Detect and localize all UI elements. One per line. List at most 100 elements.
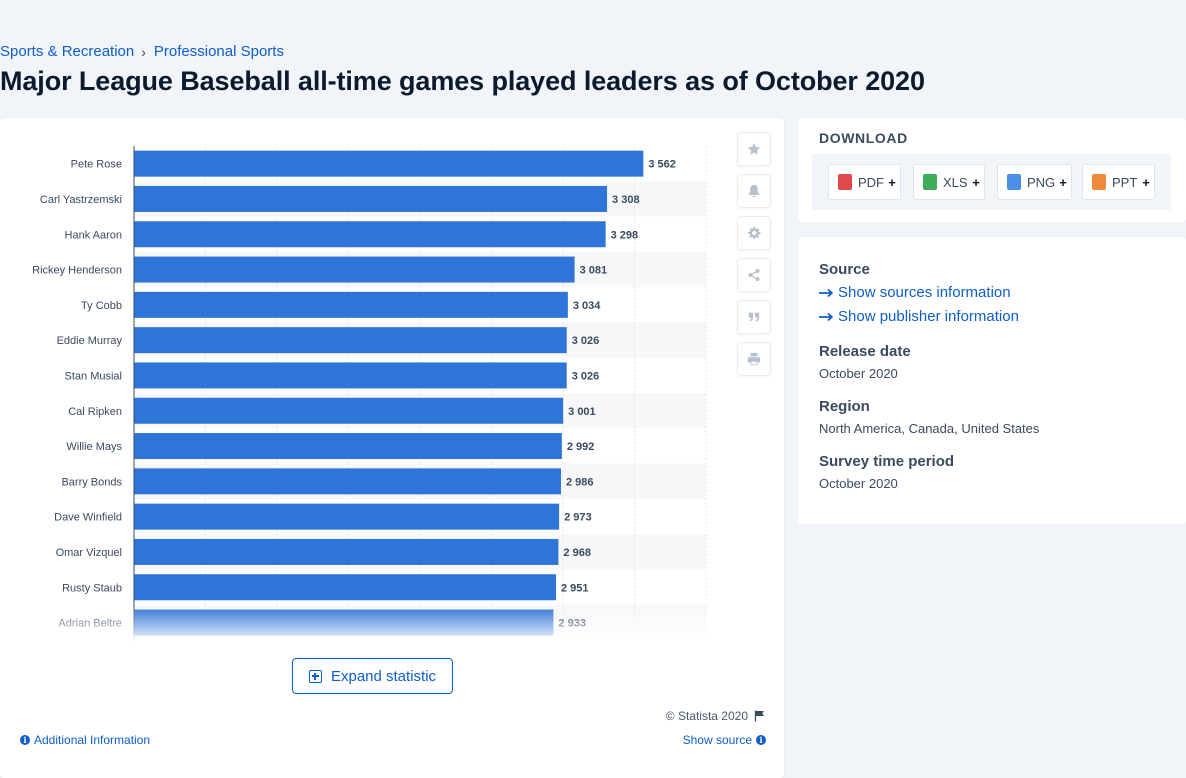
- expand-statistic-label: Expand statistic: [330, 667, 437, 685]
- breadcrumb-separator: ›: [141, 43, 146, 60]
- fade-overlay: [0, 606, 730, 641]
- region-value: North America, Canada, United States: [819, 421, 1040, 436]
- download-buttons: PDF + XLS + PNG + PPT +: [812, 154, 1171, 210]
- bar: [134, 256, 575, 283]
- download-panel: DOWNLOAD PDF + XLS + PNG + PPT +: [798, 118, 1186, 222]
- category-label: Pete Rose: [71, 159, 122, 171]
- quote-icon: [748, 312, 760, 322]
- category-label: Rusty Staub: [62, 582, 122, 594]
- survey-period-value: October 2020: [819, 476, 898, 491]
- favorite-button[interactable]: [737, 132, 771, 166]
- data-label: 2 973: [564, 512, 592, 524]
- show-source-link[interactable]: Show source i: [683, 733, 766, 747]
- arrow-right-icon: [819, 312, 834, 321]
- category-label: Eddie Murray: [57, 335, 123, 347]
- download-pdf-button[interactable]: PDF +: [828, 164, 901, 200]
- print-button[interactable]: [737, 342, 771, 376]
- chart-card: Pete Rose 3 562 Carl Yastrzemski 3 308 Hank …: [0, 118, 784, 778]
- page-title: Major League Baseball all-time games pla…: [0, 66, 925, 96]
- arrow-right-icon: [819, 288, 834, 297]
- bar: [134, 538, 559, 565]
- bar: [134, 397, 564, 424]
- additional-information-link[interactable]: i Additional Information: [20, 733, 150, 747]
- expand-icon: [308, 669, 322, 683]
- category-label: Ty Cobb: [81, 300, 122, 312]
- bar: [134, 327, 567, 354]
- bar: [134, 291, 568, 318]
- bar-chart: Pete Rose 3 562 Carl Yastrzemski 3 308 Hank …: [0, 146, 730, 641]
- show-sources-label: Show sources information: [838, 284, 1011, 301]
- bar: [134, 503, 560, 530]
- release-date-label: Release date: [819, 343, 911, 360]
- category-label: Carl Yastrzemski: [40, 194, 122, 206]
- bell-icon: [748, 184, 760, 198]
- cite-button[interactable]: [737, 300, 771, 334]
- pdf-file-icon: [838, 174, 852, 190]
- flag-icon[interactable]: [754, 710, 766, 722]
- print-icon: [747, 352, 761, 366]
- category-label: Cal Ripken: [68, 406, 122, 418]
- breadcrumb-sports-recreation[interactable]: Sports & Recreation: [0, 43, 135, 60]
- region-label: Region: [819, 398, 870, 415]
- data-label: 3 001: [568, 406, 596, 418]
- statistic-details: Source Show sources information Show pub…: [798, 237, 1186, 524]
- data-label: 3 298: [611, 229, 639, 241]
- chart-actions: [737, 132, 773, 384]
- bar: [134, 150, 644, 177]
- breadcrumb-professional-sports[interactable]: Professional Sports: [153, 43, 284, 60]
- top-bar: [0, 0, 1186, 40]
- ppt-file-icon: [1092, 174, 1106, 190]
- bar: [134, 574, 556, 601]
- data-label: 3 081: [580, 265, 608, 277]
- share-button[interactable]: [737, 258, 771, 292]
- category-label: Stan Musial: [65, 370, 122, 382]
- plus-icon: +: [968, 165, 984, 199]
- category-label: Willie Mays: [66, 441, 122, 453]
- copyright-text: © Statista 2020: [665, 709, 748, 723]
- download-ppt-button[interactable]: PPT +: [1082, 164, 1155, 200]
- source-label: Source: [819, 261, 870, 278]
- category-label: Omar Vizquel: [56, 547, 122, 559]
- plus-icon: +: [1138, 165, 1154, 199]
- download-title: DOWNLOAD: [819, 130, 908, 146]
- show-sources-link[interactable]: Show sources information: [819, 284, 1011, 301]
- download-xls-button[interactable]: XLS +: [913, 164, 985, 200]
- category-label: Dave Winfield: [54, 512, 122, 524]
- data-label: 2 951: [561, 582, 589, 594]
- show-publisher-link[interactable]: Show publisher information: [819, 308, 1019, 325]
- info-icon: i: [756, 735, 766, 745]
- xls-file-icon: [923, 174, 937, 190]
- bar: [134, 433, 562, 460]
- data-label: 3 026: [572, 370, 600, 382]
- survey-period-label: Survey time period: [819, 453, 955, 470]
- show-publisher-label: Show publisher information: [838, 308, 1019, 325]
- data-label: 3 034: [573, 300, 601, 312]
- plus-icon: +: [1055, 165, 1071, 199]
- copyright: © Statista 2020: [666, 709, 766, 723]
- gear-icon: [748, 226, 761, 240]
- data-label: 2 986: [566, 476, 594, 488]
- data-label: 2 992: [567, 441, 595, 453]
- info-icon: i: [20, 735, 30, 745]
- settings-button[interactable]: [737, 216, 771, 250]
- data-label: 3 026: [572, 335, 600, 347]
- category-label: Barry Bonds: [61, 476, 122, 488]
- download-png-button[interactable]: PNG +: [997, 164, 1072, 200]
- notification-button[interactable]: [737, 174, 771, 208]
- show-source-label: Show source: [682, 733, 752, 747]
- bar: [134, 185, 608, 212]
- bar: [134, 468, 561, 495]
- data-label: 3 308: [612, 194, 640, 206]
- expand-statistic-button[interactable]: Expand statistic: [292, 658, 453, 694]
- breadcrumb: Sports & Recreation › Professional Sport…: [0, 43, 284, 60]
- category-label: Hank Aaron: [65, 229, 122, 241]
- png-file-icon: [1007, 174, 1021, 190]
- data-label: 3 562: [648, 159, 676, 171]
- download-ppt-label: PPT: [1112, 174, 1138, 190]
- additional-information-label: Additional Information: [34, 733, 151, 747]
- download-pdf-label: PDF: [858, 174, 884, 190]
- bar: [134, 221, 606, 248]
- share-icon: [748, 269, 760, 281]
- star-icon: [747, 142, 761, 155]
- category-label: Rickey Henderson: [32, 265, 122, 277]
